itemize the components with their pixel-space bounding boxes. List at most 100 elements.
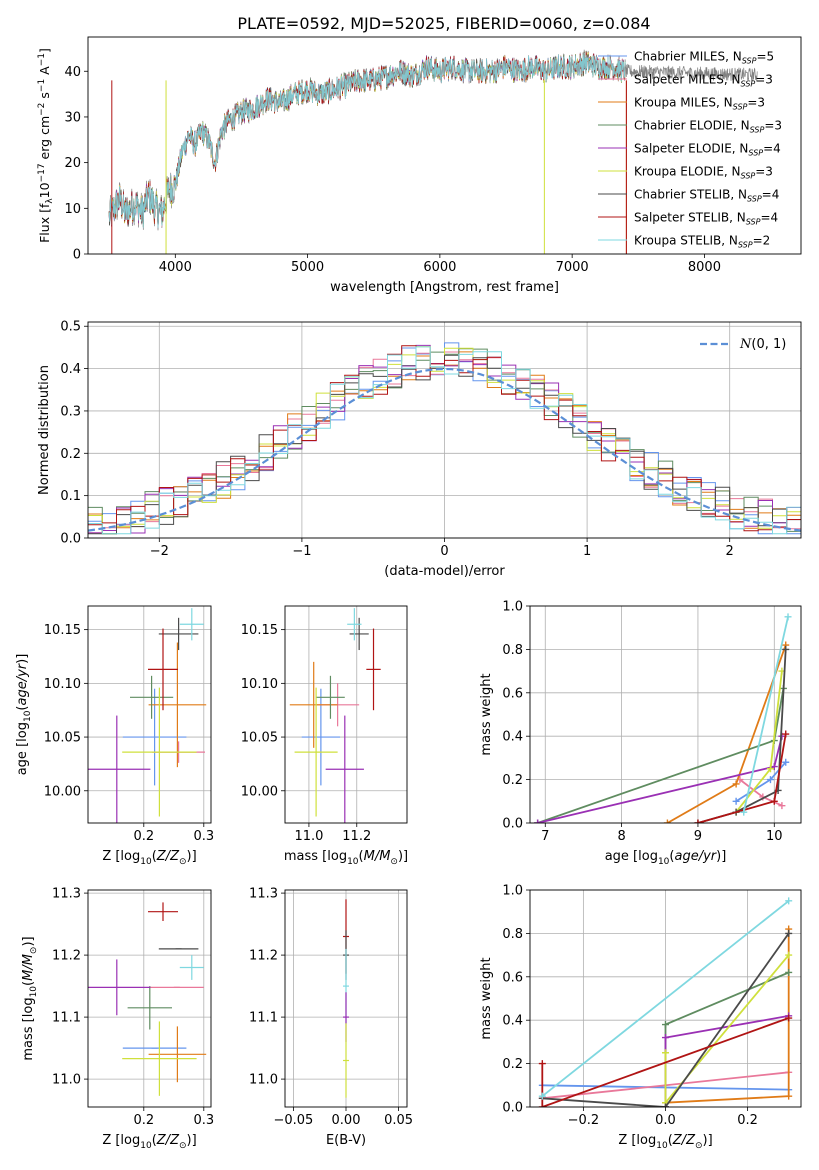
model-spectrum — [108, 52, 626, 229]
y-axis-label: mass weight — [479, 957, 494, 1039]
legend-sub: SSP — [748, 149, 763, 158]
y-tick-label: 0.4 — [60, 362, 81, 377]
legend-text: =5 — [756, 50, 774, 64]
y-tick-label: 0 — [73, 248, 81, 263]
label-part: )] — [398, 849, 408, 864]
weight-line — [541, 1017, 790, 1107]
label-part: )] — [187, 1133, 197, 1148]
y-tick-label: 10.15 — [44, 623, 81, 638]
y-axis-label: Flux [fλ10−17 erg cm−2 s−1 A−1] — [37, 48, 55, 243]
label-part: λ — [45, 198, 55, 204]
label-part: ] — [37, 48, 52, 53]
age_vs_Z-frame — [87, 605, 212, 824]
residuals-frame — [87, 321, 802, 539]
residual-histogram — [88, 345, 801, 532]
spectrum-axes: 4000 5000 6000 7000 8000 0 10 20 30 40 wavelength … — [37, 36, 802, 295]
x-tick-label: 8 — [617, 829, 625, 844]
label-part: 10 — [29, 986, 39, 998]
x-tick-label: 0.2 — [133, 1113, 154, 1128]
y-tick-label: 11.1 — [249, 1011, 278, 1026]
y-tick-label: 0.8 — [502, 643, 523, 658]
y-tick-label: 10.00 — [241, 784, 278, 799]
legend-text: =3 — [755, 165, 773, 179]
y-tick-label: 0.0 — [502, 1101, 523, 1116]
y-tick-label: 0.3 — [60, 404, 81, 419]
y-tick-label: 0.8 — [502, 927, 523, 942]
y-tick-label: 10 — [64, 202, 81, 217]
label-part: ( — [15, 706, 30, 711]
legend-sub: SSP — [750, 126, 765, 135]
y-tick-label: 20 — [64, 156, 81, 171]
x-tick-label: 11.0 — [294, 829, 323, 844]
x-tick-label: 8000 — [688, 260, 721, 275]
label-part: mass [log — [284, 849, 347, 864]
x-axis-label: age [log10(age/yr)] — [605, 849, 727, 867]
x-tick-label: −0.2 — [568, 1113, 600, 1128]
y-tick-label: 11.2 — [52, 949, 81, 964]
weight-marker — [662, 1034, 669, 1042]
legend-sub: SSP — [741, 172, 756, 181]
y-tick-label: 0.4 — [502, 1014, 523, 1029]
x-tick-label: 0.05 — [384, 1113, 413, 1128]
weight-marker — [785, 968, 793, 976]
x-tick-label: 10 — [766, 829, 783, 844]
label-part: Flux [f — [37, 203, 52, 243]
residual-histogram — [88, 346, 801, 535]
legend-text: =2 — [753, 234, 771, 248]
legend-entry: Salpeter MILES, NSSP=3 — [634, 73, 773, 89]
legend-text: Salpeter MILES, N — [634, 73, 741, 87]
label-part: age [log — [15, 722, 30, 775]
legend-text: =4 — [763, 142, 781, 156]
x-tick-label: −0.05 — [273, 1113, 313, 1128]
legend-sub: SSP — [747, 195, 762, 204]
legend-text: Kroupa STELIB, N — [634, 234, 738, 248]
label-part: Z/Z — [672, 1133, 696, 1148]
weight-marker — [785, 897, 793, 905]
weight-marker — [782, 758, 790, 766]
legend-entry: Chabrier ELODIE, NSSP=3 — [634, 119, 782, 135]
y-tick-label: 0.0 — [502, 817, 523, 832]
mass_vs_Z-axes: 0.2 0.311.011.111.211.3Z [log10(Z/Z⊙)]mas… — [21, 887, 214, 1151]
label-part: ⊙ — [179, 1141, 187, 1151]
weight-line — [742, 616, 789, 813]
label-part: −17 — [37, 163, 47, 182]
y-tick-label: 1.0 — [502, 884, 523, 899]
label-part: )] — [187, 849, 197, 864]
weight-marker — [662, 1021, 669, 1029]
weight-marker — [662, 1103, 669, 1107]
x-axis-label: Z [log10(Z/Z⊙)] — [618, 1133, 712, 1151]
label-part: age/yr — [15, 662, 30, 705]
label-part: Z/Z — [156, 1133, 180, 1148]
weight-marker — [538, 1092, 546, 1100]
y-tick-label: 10.05 — [44, 731, 81, 746]
weight-lines — [538, 897, 793, 1107]
label-part: 10 — [140, 857, 152, 867]
weight-line — [541, 900, 790, 1097]
label-part: Z/Z — [156, 849, 180, 864]
y-tick-label: 11.3 — [249, 887, 278, 902]
label-part: 10 — [140, 1141, 152, 1151]
legend-text: Chabrier STELIB, N — [634, 188, 747, 202]
weight-marker — [784, 613, 792, 621]
x-tick-label: 0.0 — [655, 1113, 676, 1128]
legend-entry: Chabrier MILES, NSSP=5 — [634, 50, 774, 66]
y-tick-label: 10.00 — [44, 784, 81, 799]
y-tick-label: 10.15 — [241, 623, 278, 638]
label-part: M/M — [364, 849, 391, 864]
x-tick-label: 0.2 — [133, 829, 154, 844]
label-part: erg cm — [37, 116, 52, 164]
x-axis-label: Z [log10(Z/Z⊙)] — [102, 1133, 196, 1151]
y-axis-label: Normed distribution — [37, 365, 52, 495]
legend-text: Salpeter STELIB, N — [634, 211, 746, 225]
legend-text: Kroupa MILES, N — [634, 96, 733, 110]
weight-marker — [778, 802, 786, 810]
y-axis-label: mass weight — [479, 673, 494, 755]
label-part: −1 — [37, 79, 47, 92]
label-part: ( — [669, 849, 674, 864]
label-part: Z [log — [102, 1133, 140, 1148]
y-tick-label: 0.4 — [502, 730, 523, 745]
legend-sub: SSP — [746, 218, 761, 227]
weight-marker — [782, 645, 790, 653]
residuals-axes: −2 −1 0 1 2 0.0 0.1 0.2 0.3 0.4 0.5 (data-model)/er… — [37, 320, 802, 579]
label-part: age [log — [605, 849, 658, 864]
